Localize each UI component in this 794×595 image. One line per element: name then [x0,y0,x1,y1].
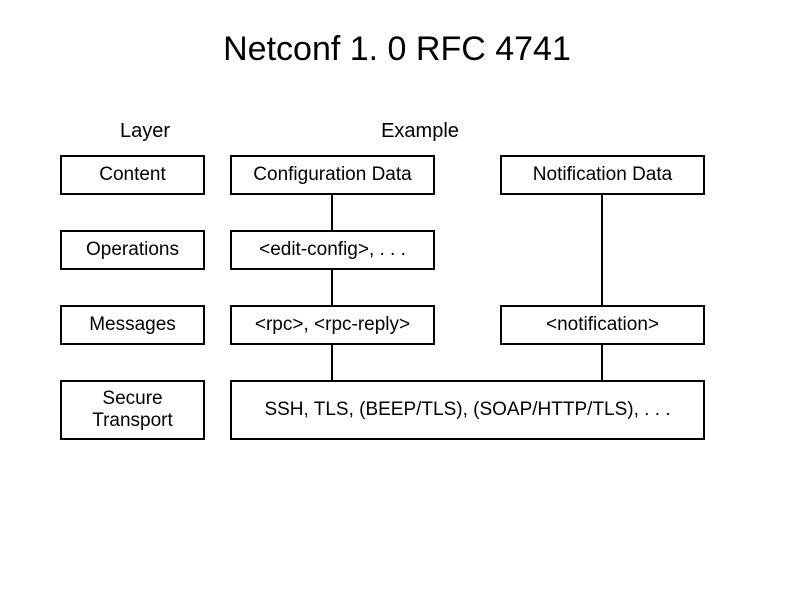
connector [601,345,603,380]
connector [601,195,603,305]
layer-label-transport: SecureTransport [92,388,173,432]
layer-label-messages: Messages [89,314,176,336]
layer-box-content: Content [60,155,205,195]
page-title: Netconf 1. 0 RFC 4741 [0,30,794,69]
example-box-notif-data: Notification Data [500,155,705,195]
example-label-edit-config: <edit-config>, . . . [259,239,406,261]
example-label-transport: SSH, TLS, (BEEP/TLS), (SOAP/HTTP/TLS), .… [264,399,670,421]
layer-box-messages: Messages [60,305,205,345]
layer-label-content: Content [99,164,166,186]
example-label-notif-data: Notification Data [533,164,672,186]
column-header-layer: Layer [95,120,195,143]
layer-label-operations: Operations [86,239,179,261]
example-label-config-data: Configuration Data [253,164,411,186]
connector [331,345,333,380]
column-header-example: Example [360,120,480,143]
diagram-stage: Netconf 1. 0 RFC 4741 Layer Example Cont… [0,0,794,595]
layer-box-operations: Operations [60,230,205,270]
connector [331,270,333,305]
layer-box-transport: SecureTransport [60,380,205,440]
example-box-notification: <notification> [500,305,705,345]
example-box-edit-config: <edit-config>, . . . [230,230,435,270]
example-label-rpc: <rpc>, <rpc-reply> [255,314,410,336]
example-box-transport: SSH, TLS, (BEEP/TLS), (SOAP/HTTP/TLS), .… [230,380,705,440]
example-label-notification: <notification> [546,314,659,336]
example-box-rpc: <rpc>, <rpc-reply> [230,305,435,345]
connector [331,195,333,230]
example-box-config-data: Configuration Data [230,155,435,195]
